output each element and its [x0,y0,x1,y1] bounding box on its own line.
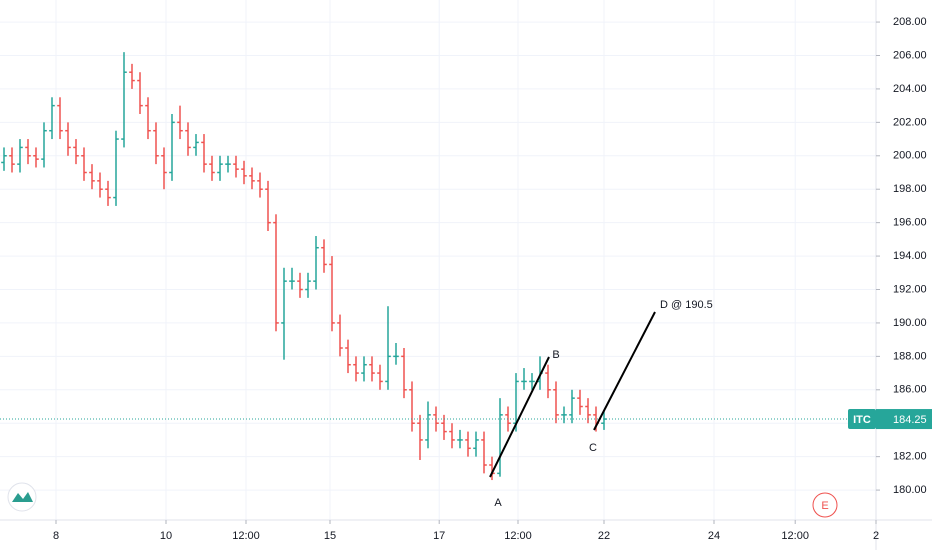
y-tick-label: 202.00 [893,116,927,128]
price-badge [876,409,932,430]
wave-line [593,311,656,431]
y-tick-label: 204.00 [893,83,927,95]
x-tick-label: 8 [53,530,59,542]
x-tick-label: 10 [160,530,172,542]
y-tick-label: 196.00 [893,217,927,229]
x-tick-label: 22 [598,530,610,542]
x-tick-label: 24 [708,530,720,542]
y-tick-label: 206.00 [893,49,927,61]
y-tick-label: 194.00 [893,250,927,262]
y-tick-label: 198.00 [893,183,927,195]
y-tick-label: 208.00 [893,16,927,28]
wave-line [489,356,550,478]
x-tick-label: 12:00 [232,530,260,542]
y-tick-label: 180.00 [893,484,927,496]
y-tick-label: 182.00 [893,451,927,463]
x-tick-label: 12:00 [781,530,809,542]
event-marker[interactable] [812,492,838,518]
x-tick-label: 17 [433,530,445,542]
annotation: D @ 190.5 [660,299,713,311]
x-tick-label: 2 [873,530,879,542]
annotation: C [589,442,597,454]
y-tick-label: 190.00 [893,317,927,329]
y-tick-label: 188.00 [893,350,927,362]
symbol-badge [848,409,876,430]
y-tick-label: 186.00 [893,384,927,396]
annotation: A [494,497,502,509]
logo[interactable] [7,482,37,512]
annotation: B [552,349,559,361]
y-tick-label: 192.00 [893,283,927,295]
x-tick-label: 15 [324,530,336,542]
event-label[interactable]: E [821,500,828,512]
symbol-label: ITC [853,414,871,426]
y-tick-label: 200.00 [893,150,927,162]
price-label: 184.25 [893,414,927,426]
x-tick-label: 12:00 [504,530,532,542]
